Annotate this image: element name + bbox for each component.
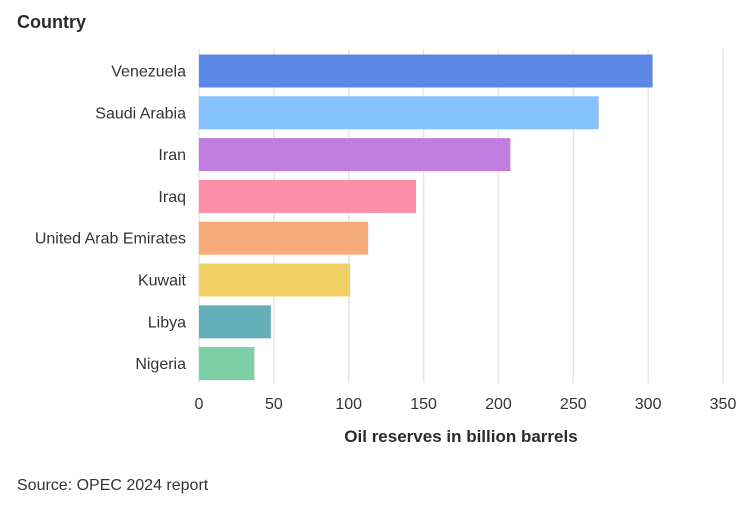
x-axis-title: Oil reserves in billion barrels — [344, 427, 577, 446]
x-tick-label: 200 — [485, 396, 512, 413]
source-note: Source: OPEC 2024 report — [17, 477, 209, 494]
category-labels: Venezuela Saudi Arabia Iran Iraq United Arab… — [35, 64, 187, 374]
x-tick-label: 350 — [710, 396, 737, 413]
bar — [199, 347, 255, 381]
x-tick-label: 0 — [195, 396, 204, 413]
bar — [199, 263, 351, 297]
x-tick-label: 150 — [410, 396, 437, 413]
bar — [199, 54, 653, 88]
x-tick-label: 100 — [335, 396, 362, 413]
category-label: Saudi Arabia — [95, 105, 186, 122]
x-tick-label: 250 — [560, 396, 587, 413]
category-label: Iraq — [158, 189, 186, 206]
x-tick-labels: 0 50 100 150 200 250 300 350 — [195, 396, 737, 413]
category-label: Libya — [148, 314, 186, 331]
bar — [199, 138, 511, 172]
category-label: Iran — [158, 147, 186, 164]
x-tick-label: 50 — [265, 396, 283, 413]
category-label: Venezuela — [111, 64, 186, 81]
category-label: Nigeria — [135, 356, 186, 373]
category-label: United Arab Emirates — [35, 231, 186, 248]
category-label: Kuwait — [138, 273, 187, 290]
bar — [199, 305, 271, 339]
bar — [199, 221, 369, 255]
bars — [199, 54, 653, 381]
bar — [199, 179, 417, 213]
bar — [199, 96, 599, 130]
y-axis-title: Country — [17, 12, 86, 32]
x-tick-label: 300 — [635, 396, 662, 413]
